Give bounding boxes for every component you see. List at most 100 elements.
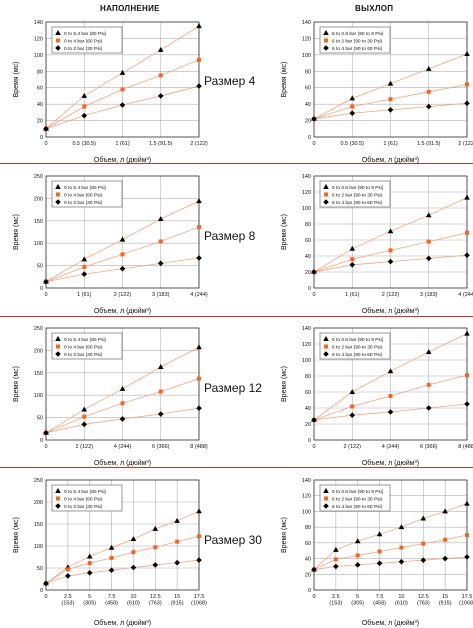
x-tick-label: 8 (488) [458,444,473,450]
y-axis-label: Время (мс) [281,517,288,553]
data-point [465,82,469,87]
y-tick-label: 80 [305,222,311,228]
data-point [311,417,317,423]
y-tick-label: 60 [305,238,311,244]
data-point [120,252,125,257]
data-point [197,225,201,230]
x-tick-label: 17.5 [462,594,473,600]
legend-box [319,484,391,512]
x-tick-label: (915) [171,601,184,607]
data-point [157,260,164,267]
x-tick-label: (305) [351,601,364,607]
y-tick-label: 100 [34,393,43,399]
y-tick-label: 0 [40,286,43,292]
data-point [153,545,158,550]
data-point [399,545,404,550]
legend-marker [323,45,329,51]
data-point [196,344,202,350]
y-tick-label: 100 [302,509,311,515]
y-tick-label: 200 [34,500,43,506]
x-tick-label: 0 [312,292,315,298]
legend-marker [55,503,61,509]
x-tick-label: (1068) [459,601,473,607]
data-point [119,265,126,272]
data-point [333,557,338,562]
plot-frame [313,21,468,138]
x-tick-label: 5 [88,594,91,600]
y-tick-label: 60 [305,541,311,547]
data-point [158,73,163,78]
chart-exhaust-size-8: 0 20 40 60 80 100 120 140 0 1 (61) 2 (122) 3 (183) 4… [281,174,473,315]
y-tick-label: 250 [34,478,43,484]
legend-label: 6 to 4 bar (90 to 60 Psi) [332,46,383,52]
data-point [82,104,87,109]
data-point [387,228,394,234]
exhaust-column-header: ВЫХЛОП [355,4,394,13]
data-point [387,258,394,265]
x-tick-label: 0.5 (30.5) [72,141,96,147]
y-tick-label: 150 [34,219,43,225]
data-point [196,198,202,204]
x-tick-label: 2 (122) [190,141,208,147]
x-tick-label: 3 (183) [152,292,170,298]
y-tick-label: 80 [305,525,311,531]
data-point [43,430,49,436]
legend-marker [323,488,329,493]
x-tick-label: 2 (122) [382,292,400,298]
y-tick-label: 100 [302,53,311,59]
legend-marker [324,344,328,349]
x-tick-label: 10 [130,594,136,600]
x-tick-label: (763) [417,601,430,607]
y-tick-label: 0 [308,588,311,594]
data-point [158,389,163,394]
y-tick-label: 0 [40,438,43,444]
chart-fill-size-12: 0 50 100 150 200 250 0 2 (122) 4 (244) 6 (366) 8 (… [13,326,208,467]
data-point [65,567,70,572]
legend-marker [324,496,328,501]
data-point [465,373,469,378]
data-point [420,515,427,521]
y-tick-label: 40 [305,102,311,108]
data-point [421,541,426,546]
plot-frame [45,175,200,289]
legend-marker [323,503,329,509]
x-tick-label: 1.5 (91.5) [417,141,441,147]
y-axis-label: Время (мс) [13,214,20,250]
data-point [465,533,469,537]
x-tick-label: 0 [44,594,47,600]
legend-marker [55,30,61,35]
y-tick-label: 60 [305,86,311,92]
data-point [175,539,180,544]
data-point [398,524,405,530]
data-point [464,554,470,560]
data-point [464,401,470,407]
chart-exhaust-size-12: 0 20 40 60 80 100 120 140 0 2 (122) 4 (244) 6 (366)… [281,326,473,467]
data-point [464,194,470,200]
data-point [196,255,202,261]
data-point [119,416,126,422]
x-tick-label: 2 (122) [458,141,473,147]
x-tick-label: 0 [44,292,47,298]
legend-box [51,484,123,512]
data-point [350,257,355,262]
legend-marker [55,184,61,189]
plot-frame [45,327,200,441]
data-point [465,230,469,235]
chart-fill-size-8: 0 50 100 150 200 250 0 1 (61) 2 (122) 3 (183) 4 (2… [13,174,208,315]
data-point [196,405,202,411]
data-point [349,389,356,394]
data-point [354,562,361,568]
y-tick-label: 150 [34,522,43,528]
data-point [425,212,432,218]
data-point [443,537,448,542]
data-point [196,508,202,514]
series-line [313,556,468,570]
legend-label: 6 to 0.6 bar (90 to 9 Psi) [332,31,384,37]
y-tick-label: 20 [305,422,311,428]
y-tick-label: 100 [34,544,43,550]
row-label-size-30: Размер 30 [204,533,262,547]
legend-box [319,332,391,360]
x-tick-label: (305) [83,601,96,607]
chart-fill-size-4: 0 20 40 60 80 100 120 140 0 0.5 (30.5) 1 (61) 1.5 (… [13,20,208,164]
data-point [425,349,432,354]
